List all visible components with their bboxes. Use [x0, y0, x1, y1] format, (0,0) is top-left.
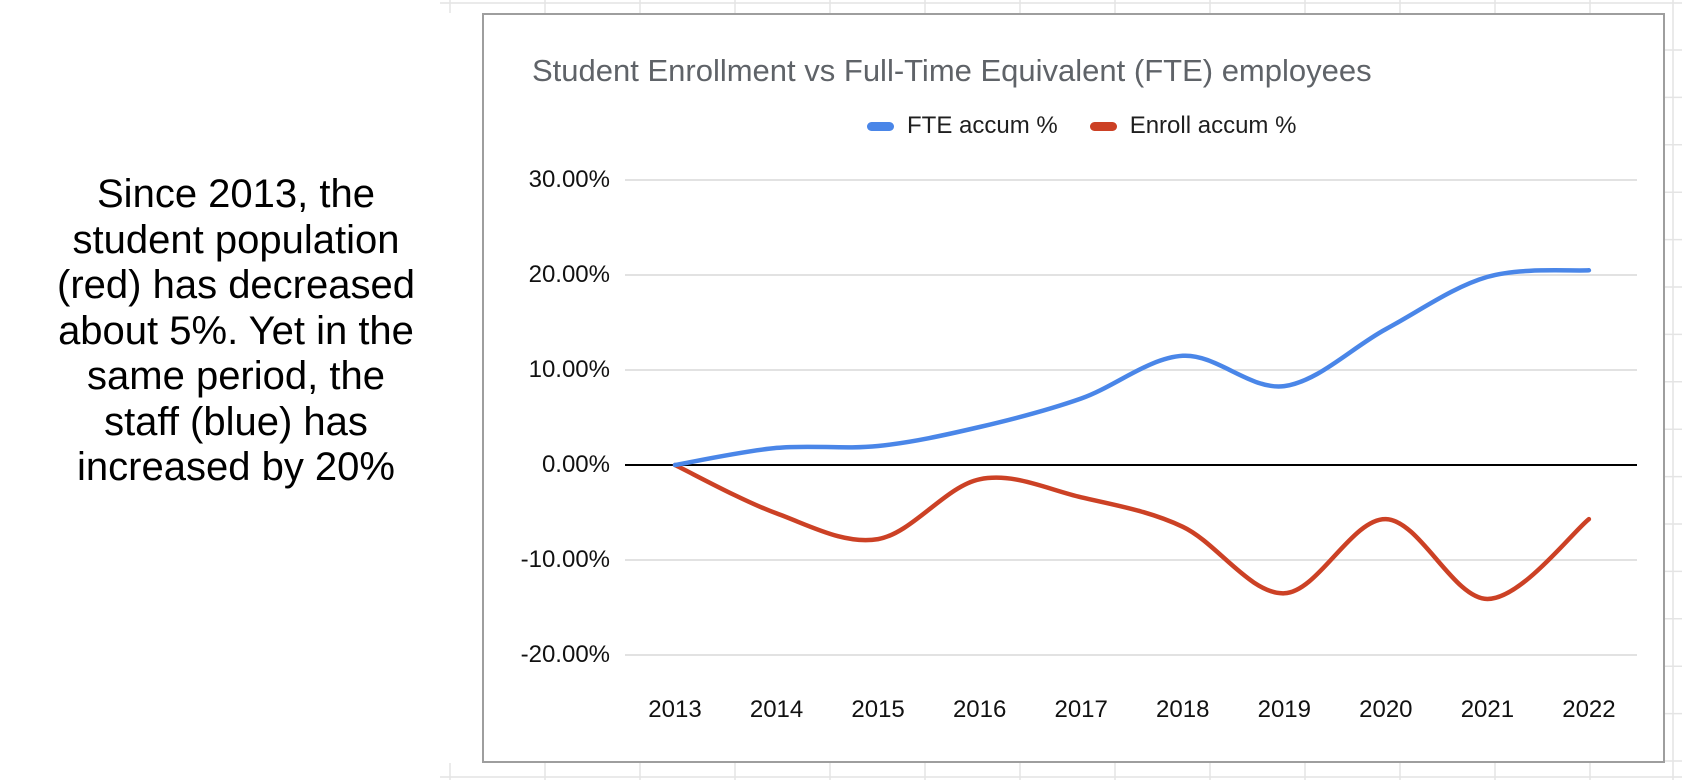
- chart-title: Student Enrollment vs Full-Time Equivale…: [532, 53, 1372, 88]
- y-tick-label: 0.00%: [541, 451, 610, 478]
- annotation-line: increased by 20%: [77, 445, 395, 489]
- series-line-enroll-accum-: [672, 462, 1592, 602]
- y-tick-label: 20.00%: [528, 261, 610, 288]
- legend-label: Enroll accum %: [1129, 112, 1297, 139]
- y-tick-label: 10.00%: [528, 356, 610, 383]
- annotation-line: staff (blue) has: [104, 399, 368, 444]
- series-line-fte-accum-: [672, 268, 1592, 468]
- legend-item: Enroll accum %: [1089, 112, 1297, 140]
- annotation-line: about 5%. Yet in the: [58, 308, 414, 353]
- y-tick-label: -10.00%: [520, 546, 610, 573]
- y-tick-label: 30.00%: [528, 166, 610, 193]
- x-tick-label: 2014: [749, 696, 804, 723]
- x-tick-label: 2013: [648, 696, 702, 723]
- annotation-line: Since 2013, the: [97, 172, 375, 216]
- annotation-text-box[interactable]: Since 2013, the student population (red) h…: [16, 172, 456, 491]
- chart-card[interactable]: Student Enrollment vs Full-Time Equivale…: [482, 13, 1665, 763]
- x-tick-label: 2018: [1156, 696, 1210, 723]
- x-tick-label: 2019: [1257, 696, 1311, 723]
- legend-item: FTE accum %: [867, 112, 1058, 140]
- x-tick-label: 2015: [851, 696, 905, 723]
- annotation-line: same period, the: [87, 354, 385, 398]
- x-tick-label: 2020: [1359, 696, 1413, 723]
- chart-legend: FTE accum % Enroll accum %: [867, 112, 1296, 140]
- x-tick-label: 2017: [1054, 696, 1108, 723]
- x-tick-label: 2021: [1460, 696, 1515, 723]
- legend-swatch-icon: [1089, 121, 1117, 131]
- annotation-line: (red) has decreased: [57, 263, 415, 307]
- annotation-line: student population: [72, 217, 400, 262]
- line-chart-plot: [625, 179, 1637, 656]
- x-tick-label: 2022: [1562, 696, 1616, 723]
- x-tick-label: 2016: [952, 696, 1007, 723]
- legend-label: FTE accum %: [907, 112, 1058, 139]
- legend-swatch-icon: [867, 121, 894, 131]
- y-tick-label: -20.00%: [520, 641, 610, 668]
